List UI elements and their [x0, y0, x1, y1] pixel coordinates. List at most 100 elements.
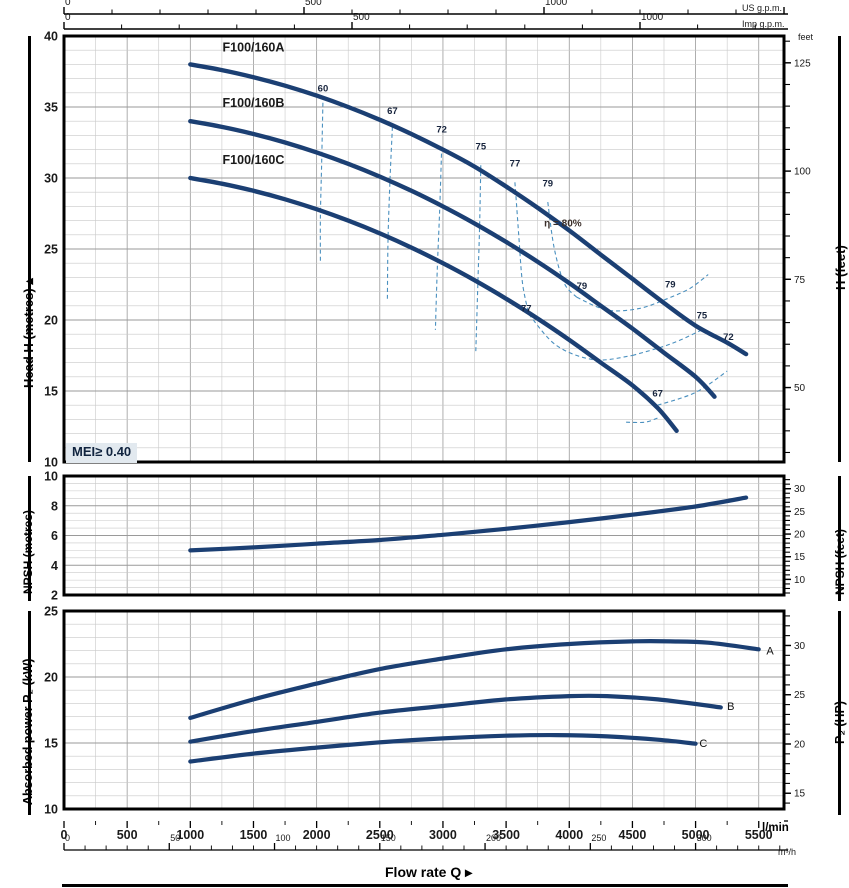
y-tick-label: 10 — [44, 803, 58, 817]
imp-gpm-unit-label: Imp g.p.m. — [742, 19, 785, 29]
y-tick-label: 35 — [44, 101, 58, 115]
y-tick-label: 25 — [44, 605, 58, 619]
npsh-curve-plot: 2 4 6 8 10 10 15 20 25 30 — [44, 470, 806, 603]
efficiency-label: 72 — [723, 332, 734, 343]
power-right-axis-title: P₂ (HP) — [833, 700, 847, 744]
efficiency-label: 79 — [665, 279, 676, 290]
y-tick-label-right: 30 — [794, 641, 806, 652]
iso-efficiency-line — [434, 146, 443, 330]
lmin-tick-label: 3500 — [492, 828, 520, 842]
iso-efficiency-line — [514, 182, 530, 315]
head-axis-arrow-icon: ▴ — [21, 278, 36, 285]
curve-label-F100/160B: F100/160B — [223, 96, 285, 110]
y-tick-label: 8 — [51, 499, 58, 513]
npsh-curve — [188, 495, 749, 553]
m3h-tick-label: 200 — [486, 833, 501, 843]
m3h-tick-label: 0 — [65, 833, 70, 843]
power-curve-C — [188, 732, 698, 764]
efficiency-label: 72 — [436, 125, 447, 136]
y-tick-label-right: 25 — [794, 507, 806, 518]
flow-rate-title: Flow rate Q ▸ — [385, 865, 472, 879]
head-curve-plot: 10 15 20 25 30 35 40 50 75 100 125 F100/160A F100/16… — [44, 30, 811, 470]
top-axis-tick-label: 500 — [305, 0, 322, 8]
lmin-tick-label: 5500 — [745, 828, 773, 842]
top-axis-tick-label: 1000 — [641, 12, 664, 23]
lmin-tick-label: 3000 — [429, 828, 457, 842]
efficiency-label: 79 — [543, 179, 554, 190]
efficiency-label: 77 — [510, 159, 521, 170]
y-tick-label: 4 — [51, 559, 58, 573]
power-axis-rule — [28, 611, 31, 815]
feet-unit-label-head: feet — [798, 32, 814, 42]
m3h-tick-label: 150 — [381, 833, 396, 843]
lmin-tick-label: 1500 — [240, 828, 268, 842]
lmin-tick-label: 2500 — [366, 828, 394, 842]
power-curve-B — [188, 693, 723, 744]
m3h-tick-label: 100 — [276, 833, 291, 843]
y-tick-label-right: 20 — [794, 530, 806, 541]
flow-rate-title-text: Flow rate Q — [385, 864, 462, 880]
m3h-tick-label: 250 — [591, 833, 606, 843]
y-tick-label: 2 — [51, 589, 58, 603]
iso-efficiency-line — [386, 126, 393, 299]
y-tick-label-right: 25 — [794, 690, 806, 701]
flow-rate-arrow-icon: ▸ — [465, 864, 473, 880]
efficiency-label: 67 — [652, 389, 663, 400]
top-axis-tick-label: 0 — [65, 12, 71, 23]
y-tick-label-right: 20 — [794, 739, 806, 750]
head-right-axis-rule — [838, 36, 841, 462]
y-tick-label-right: 30 — [794, 484, 806, 495]
y-tick-label: 15 — [44, 737, 58, 751]
power-curve-label-A: A — [766, 646, 774, 658]
top-secondary-axes: 0 500 1000 0 500 1000 — [63, 0, 788, 30]
head-axis-title: Head H (metres) ▴ — [21, 278, 36, 388]
lmin-tick-label: 0 — [61, 828, 68, 842]
power-axis-title: Absorbed power P₂ (kW) — [21, 658, 35, 805]
iso-efficiency-line — [576, 296, 665, 312]
y-tick-label-right: 100 — [794, 167, 811, 178]
y-tick-label: 10 — [44, 470, 58, 484]
y-tick-label: 40 — [44, 30, 58, 44]
power-curve-label-C: C — [699, 738, 707, 750]
m3h-unit-label: m³/h — [778, 847, 796, 857]
top-axis-tick-label: 1000 — [545, 0, 568, 8]
lmin-tick-label: 500 — [117, 828, 138, 842]
lmin-tick-label: 5000 — [682, 828, 710, 842]
y-tick-label: 20 — [44, 671, 58, 685]
eta-annotation: η = 80% — [544, 218, 582, 229]
efficiency-label: 67 — [387, 106, 398, 117]
iso-efficiency-line — [632, 329, 703, 357]
efficiency-label: 79 — [577, 281, 588, 292]
y-tick-label: 15 — [44, 385, 58, 399]
head-right-axis-title: H (feet) — [833, 245, 848, 290]
y-tick-label: 25 — [44, 243, 58, 257]
head-curve-F100/160A — [188, 62, 749, 357]
lmin-tick-label: 2000 — [303, 828, 331, 842]
head-curve-F100/160B — [188, 119, 717, 399]
m3h-tick-label: 300 — [697, 833, 712, 843]
y-tick-label: 10 — [44, 456, 58, 470]
us-gpm-unit-label: US g.p.m. — [742, 3, 783, 13]
top-axis-tick-label: 0 — [65, 0, 71, 8]
y-tick-label-right: 125 — [794, 58, 811, 69]
lmin-tick-label: 4500 — [619, 828, 647, 842]
head-curve-F100/160C — [188, 175, 679, 433]
iso-efficiency-line — [319, 102, 324, 262]
head-axis-title-text: Head H (metres) — [21, 288, 36, 388]
y-tick-label: 30 — [44, 172, 58, 186]
iso-efficiency-line — [475, 165, 482, 352]
y-tick-label: 20 — [44, 314, 58, 328]
lmin-tick-label: 4000 — [555, 828, 583, 842]
efficiency-label: 77 — [521, 303, 532, 314]
lmin-tick-label: 1000 — [176, 828, 204, 842]
efficiency-label: 60 — [318, 83, 329, 94]
y-tick-label-right: 75 — [794, 275, 806, 286]
mei-badge: MEI≥ 0.40 — [66, 443, 138, 463]
y-tick-label-right: 15 — [794, 789, 806, 800]
iso-efficiency-line — [626, 417, 658, 424]
y-tick-label-right: 15 — [794, 552, 806, 563]
m3h-tick-label: 50 — [170, 833, 180, 843]
iso-efficiency-line — [547, 202, 578, 298]
top-axis-tick-label: 500 — [353, 12, 370, 23]
